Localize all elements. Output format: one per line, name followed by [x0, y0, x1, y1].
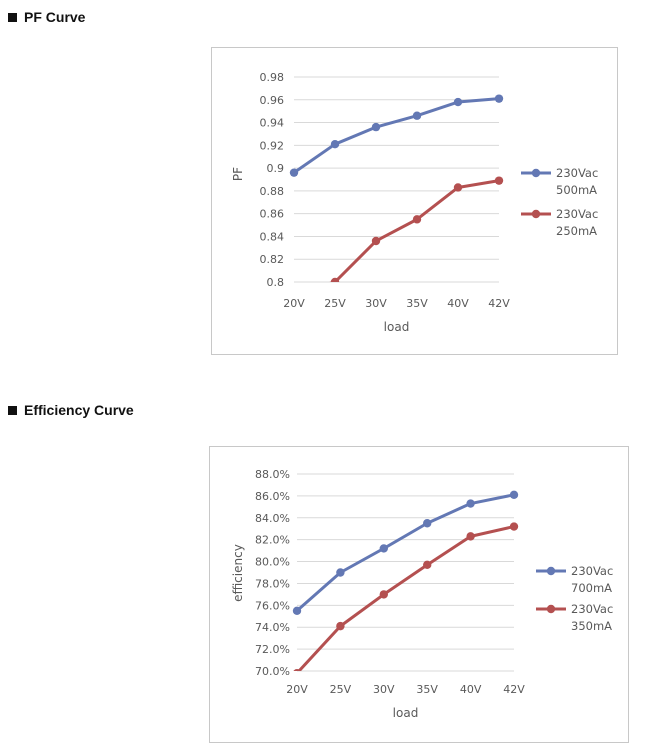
pf-data-point	[371, 236, 381, 246]
pf-series-1	[289, 94, 504, 177]
eff-y-tick-label: 88.0%	[255, 468, 290, 481]
eff-x-tick-label: 42V	[503, 683, 525, 696]
eff-legend-label: 230Vac 350mA	[571, 602, 613, 633]
pf-data-point	[453, 183, 463, 192]
pf-y-tick-label: 0.98	[260, 71, 285, 84]
eff-y-tick-label: 82.0%	[255, 534, 290, 547]
pf-legend-label-line: 230Vac	[556, 166, 598, 180]
eff-series-1	[292, 490, 519, 616]
eff-x-tick-label: 20V	[286, 683, 308, 696]
pf-x-tick-label: 30V	[365, 297, 387, 310]
eff-legend-label-line: 230Vac	[571, 602, 613, 616]
eff-series-2	[293, 522, 519, 671]
eff-y-tick-label: 70.0%	[255, 665, 290, 678]
pf-series-line	[292, 97, 501, 175]
eff-series-line	[296, 525, 516, 671]
eff-data-point	[292, 606, 302, 616]
pf-y-tick-label: 0.86	[260, 208, 285, 221]
pf-legend-marker	[531, 209, 541, 219]
eff-y-axis-title: efficiency	[231, 544, 245, 602]
eff-data-point	[379, 544, 388, 553]
eff-data-point	[336, 621, 345, 631]
pf-y-tick-label: 0.84	[260, 230, 285, 243]
eff-legend-label-line: 350mA	[571, 619, 612, 633]
eff-data-point	[379, 590, 388, 599]
eff-y-tick-label: 84.0%	[255, 512, 290, 525]
pf-chart: 0.98 0.96 0.94 0.92 0.9 0.88 0.86 0.84 0.82 0.8 20…	[231, 71, 598, 334]
pf-data-point	[289, 168, 299, 177]
eff-data-point	[336, 568, 345, 577]
eff-data-point	[509, 522, 519, 531]
eff-y-tick-label: 80.0%	[255, 556, 290, 569]
pf-y-tick-label: 0.82	[260, 253, 285, 266]
pf-legend-label-line: 250mA	[556, 224, 597, 238]
pf-x-tick-label: 35V	[406, 297, 428, 310]
pf-legend-marker	[531, 168, 541, 178]
pf-legend-label-line: 500mA	[556, 183, 597, 197]
pf-chart-container: 0.98 0.96 0.94 0.92 0.9 0.88 0.86 0.84 0.82 0.8 20…	[211, 47, 618, 355]
eff-data-point	[293, 668, 301, 671]
pf-y-tick-label: 0.9	[267, 162, 285, 175]
eff-x-tick-label: 30V	[373, 683, 395, 696]
pf-legend-label: 230Vac 250mA	[556, 207, 598, 238]
square-bullet-icon	[8, 405, 17, 415]
pf-data-point	[330, 139, 340, 149]
eff-x-tick-label: 35V	[416, 683, 438, 696]
square-bullet-icon	[8, 12, 17, 22]
pf-x-tick-label: 40V	[447, 297, 469, 310]
pf-data-point	[453, 97, 463, 107]
pf-data-point	[494, 176, 504, 185]
pf-y-tick-label: 0.88	[260, 185, 285, 198]
eff-x-tick-label: 40V	[460, 683, 482, 696]
pf-legend-label-line: 230Vac	[556, 207, 598, 221]
pf-x-axis-title: load	[384, 320, 410, 334]
pf-data-point	[412, 111, 422, 120]
efficiency-chart: 88.0% 86.0% 84.0% 82.0% 80.0% 78.0% 76.0% 74.0%…	[231, 468, 613, 720]
eff-data-point	[423, 519, 432, 528]
eff-series-line	[295, 493, 516, 613]
eff-y-tick-label: 78.0%	[255, 577, 290, 590]
eff-x-tick-label: 25V	[330, 683, 352, 696]
pf-data-point	[412, 215, 422, 224]
pf-y-tick-label: 0.94	[260, 117, 285, 130]
pf-data-point	[494, 94, 504, 103]
eff-data-point	[466, 499, 475, 508]
eff-legend-marker	[546, 604, 556, 614]
pf-curve-title: PF Curve	[24, 9, 86, 25]
pf-x-tick-label: 25V	[324, 297, 346, 310]
eff-legend-label-line: 700mA	[571, 581, 612, 595]
eff-y-tick-label: 76.0%	[255, 599, 290, 612]
pf-curve-heading: PF Curve	[8, 9, 85, 25]
eff-data-point	[466, 532, 475, 541]
pf-data-point	[371, 122, 381, 132]
efficiency-chart-container: 88.0% 86.0% 84.0% 82.0% 80.0% 78.0% 76.0% 74.0%…	[209, 446, 629, 743]
eff-y-tick-label: 72.0%	[255, 643, 290, 656]
pf-y-tick-label: 0.92	[260, 139, 285, 152]
eff-data-point	[509, 490, 519, 499]
efficiency-curve-title: Efficiency Curve	[24, 402, 134, 418]
pf-y-tick-label: 0.96	[260, 94, 285, 107]
pf-data-point	[330, 277, 340, 282]
pf-series-line	[329, 179, 501, 282]
eff-legend-label-line: 230Vac	[571, 564, 613, 578]
pf-x-tick-label: 42V	[488, 297, 510, 310]
pf-y-axis-title: PF	[231, 167, 245, 181]
pf-legend-label: 230Vac 500mA	[556, 166, 598, 197]
efficiency-curve-heading: Efficiency Curve	[8, 402, 134, 418]
eff-y-tick-label: 74.0%	[255, 621, 290, 634]
pf-y-tick-label: 0.8	[267, 276, 285, 289]
eff-y-tick-label: 86.0%	[255, 490, 290, 503]
eff-data-point	[423, 560, 432, 570]
eff-legend-marker	[546, 566, 556, 576]
pf-x-tick-label: 20V	[283, 297, 305, 310]
eff-x-axis-title: load	[393, 706, 419, 720]
pf-series-2	[329, 176, 504, 282]
eff-legend-label: 230Vac 700mA	[571, 564, 613, 595]
